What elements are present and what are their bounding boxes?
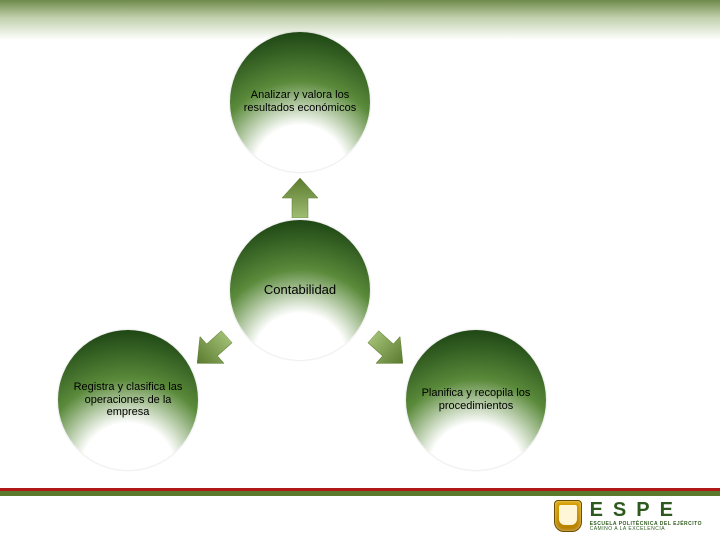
footer-green-line xyxy=(0,491,720,496)
logo-text: ESPE ESCUELA POLITÉCNICA DEL EJÉRCITO CA… xyxy=(590,500,702,532)
node-center-label: Contabilidad xyxy=(264,283,336,298)
node-top: Analizar y valora los resultados económi… xyxy=(230,32,370,172)
node-top-label: Analizar y valora los resultados económi… xyxy=(241,89,360,114)
node-left-label: Registra y clasifica las operaciones de … xyxy=(69,381,188,419)
logo-letters: ESPE xyxy=(590,500,702,520)
logo-subtitle: ESCUELA POLITÉCNICA DEL EJÉRCITO CAMINO … xyxy=(590,522,702,532)
arrow-left-icon xyxy=(185,323,239,377)
node-right: Planifica y recopila los procedimientos xyxy=(406,330,546,470)
footer-logo: ESPE ESCUELA POLITÉCNICA DEL EJÉRCITO CA… xyxy=(554,500,702,532)
arrow-right-icon xyxy=(361,323,415,377)
node-left: Registra y clasifica las operaciones de … xyxy=(58,330,198,470)
top-gradient-bar xyxy=(0,0,720,40)
footer: ESPE ESCUELA POLITÉCNICA DEL EJÉRCITO CA… xyxy=(0,488,720,540)
node-right-label: Planifica y recopila los procedimientos xyxy=(417,387,536,412)
arrow-up-icon xyxy=(282,178,318,218)
node-center: Contabilidad xyxy=(230,220,370,360)
crest-icon xyxy=(554,500,582,532)
logo-sub-line2: CAMINO A LA EXCELENCIA xyxy=(590,526,665,532)
